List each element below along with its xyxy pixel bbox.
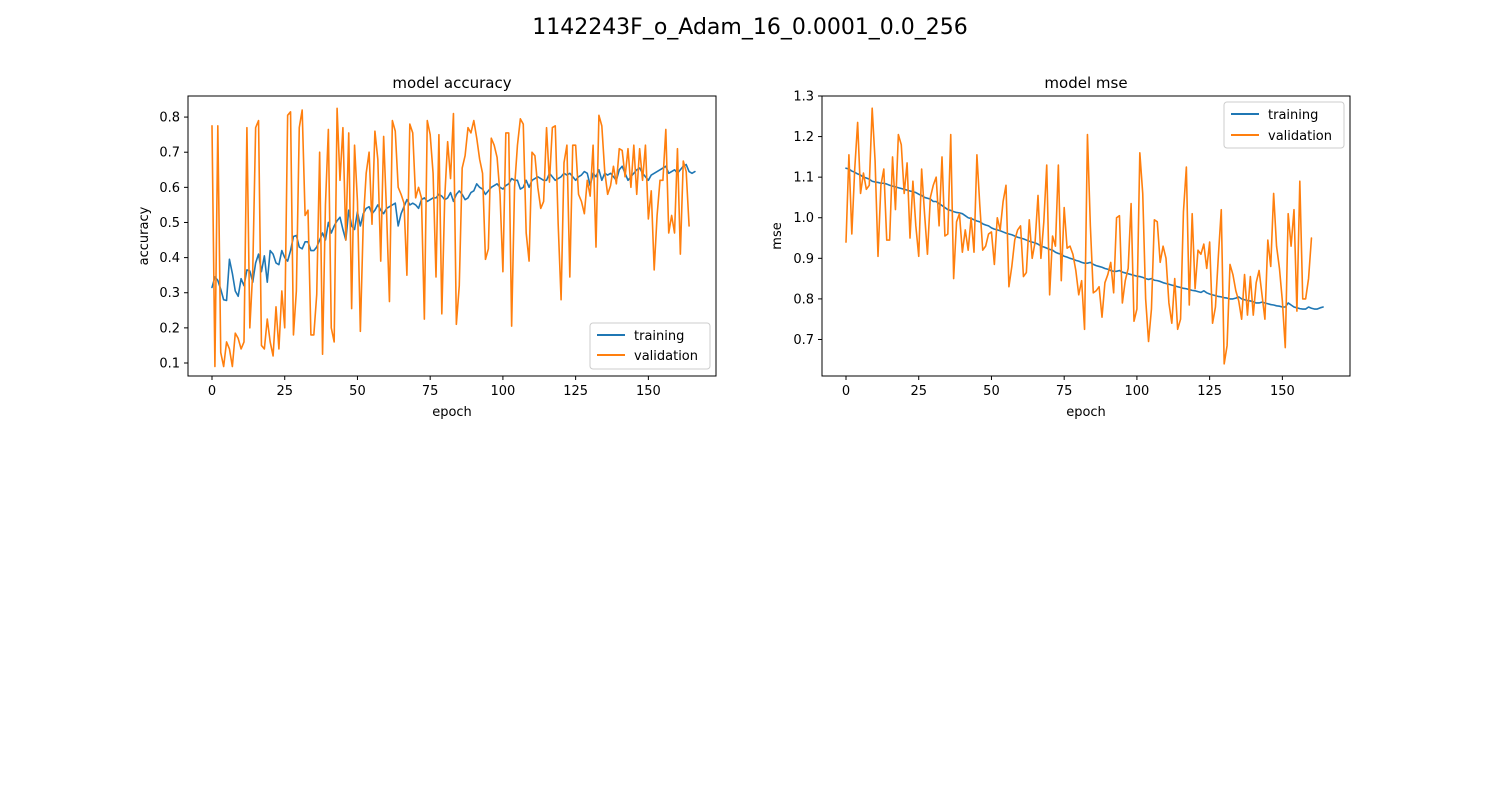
accuracy-x-tick-label: 75 bbox=[422, 384, 439, 399]
mse-x-tick-label: 150 bbox=[1270, 384, 1295, 399]
accuracy-x-ticks: 0 25 50 75 100 125 150 bbox=[208, 376, 661, 399]
accuracy-x-tick-label: 50 bbox=[349, 384, 366, 399]
mse-chart: model mse 0 25 50 75 100 125 150 0.7 0.8 0.9 1.0 1… bbox=[770, 74, 1351, 420]
accuracy-chart-title: model accuracy bbox=[392, 74, 511, 92]
accuracy-y-tick-label: 0.6 bbox=[159, 181, 180, 196]
accuracy-y-tick-label: 0.2 bbox=[159, 321, 180, 336]
mse-x-tick-label: 75 bbox=[1056, 384, 1073, 399]
mse-legend-label-training: training bbox=[1268, 108, 1318, 123]
mse-y-tick-label: 1.1 bbox=[793, 171, 814, 186]
accuracy-x-tick-label: 125 bbox=[563, 384, 588, 399]
mse-x-tick-label: 50 bbox=[983, 384, 1000, 399]
accuracy-y-axis-label: accuracy bbox=[137, 206, 152, 265]
accuracy-y-ticks: 0.1 0.2 0.3 0.4 0.5 0.6 0.7 0.8 bbox=[159, 111, 188, 372]
mse-x-axis-label: epoch bbox=[1066, 405, 1106, 420]
mse-x-tick-label: 100 bbox=[1124, 384, 1149, 399]
mse-legend: training validation bbox=[1223, 101, 1345, 149]
accuracy-y-tick-label: 0.5 bbox=[159, 216, 180, 231]
mse-y-ticks: 0.7 0.8 0.9 1.0 1.1 1.2 1.3 bbox=[793, 90, 822, 348]
mse-validation-line bbox=[845, 107, 1313, 365]
accuracy-x-tick-label: 100 bbox=[490, 384, 515, 399]
mse-series-lines bbox=[845, 107, 1324, 365]
accuracy-y-tick-label: 0.7 bbox=[159, 146, 180, 161]
accuracy-validation-line bbox=[211, 107, 690, 368]
accuracy-x-tick-label: 0 bbox=[208, 384, 216, 399]
mse-x-ticks: 0 25 50 75 100 125 150 bbox=[842, 376, 1295, 399]
mse-axes-frame bbox=[821, 95, 1351, 377]
accuracy-x-tick-label: 25 bbox=[276, 384, 293, 399]
mse-legend-label-validation: validation bbox=[1268, 129, 1332, 144]
mse-chart-title: model mse bbox=[1044, 74, 1127, 92]
accuracy-legend: training validation bbox=[589, 322, 711, 370]
accuracy-chart: model accuracy 0 25 50 75 100 125 150 0.10.20.… bbox=[137, 74, 717, 420]
mse-y-tick-label: 1.3 bbox=[793, 90, 814, 105]
accuracy-x-axis-label: epoch bbox=[432, 405, 472, 420]
accuracy-y-tick-label: 0.8 bbox=[159, 111, 180, 126]
mse-y-tick-label: 0.8 bbox=[793, 292, 814, 307]
mse-y-tick-label: 0.7 bbox=[793, 333, 814, 348]
accuracy-x-tick-label: 150 bbox=[636, 384, 661, 399]
mse-y-tick-label: 0.9 bbox=[793, 252, 814, 267]
accuracy-series-lines bbox=[211, 107, 696, 368]
mse-y-tick-label: 1.2 bbox=[793, 130, 814, 145]
accuracy-y-tick-label: 0.3 bbox=[159, 286, 180, 301]
accuracy-legend-label-training: training bbox=[634, 329, 684, 344]
accuracy-axes-frame bbox=[187, 95, 717, 377]
mse-y-tick-label: 1.0 bbox=[793, 211, 814, 226]
mse-x-tick-label: 25 bbox=[910, 384, 927, 399]
accuracy-y-tick-label: 0.4 bbox=[159, 251, 180, 266]
mse-x-tick-label: 125 bbox=[1197, 384, 1222, 399]
mse-x-tick-label: 0 bbox=[842, 384, 850, 399]
figure-suptitle: 1142243F_o_Adam_16_0.0001_0.0_256 bbox=[532, 15, 968, 40]
accuracy-legend-label-validation: validation bbox=[634, 349, 698, 364]
mse-y-axis-label: mse bbox=[770, 222, 785, 249]
accuracy-y-tick-label: 0.1 bbox=[159, 357, 180, 372]
